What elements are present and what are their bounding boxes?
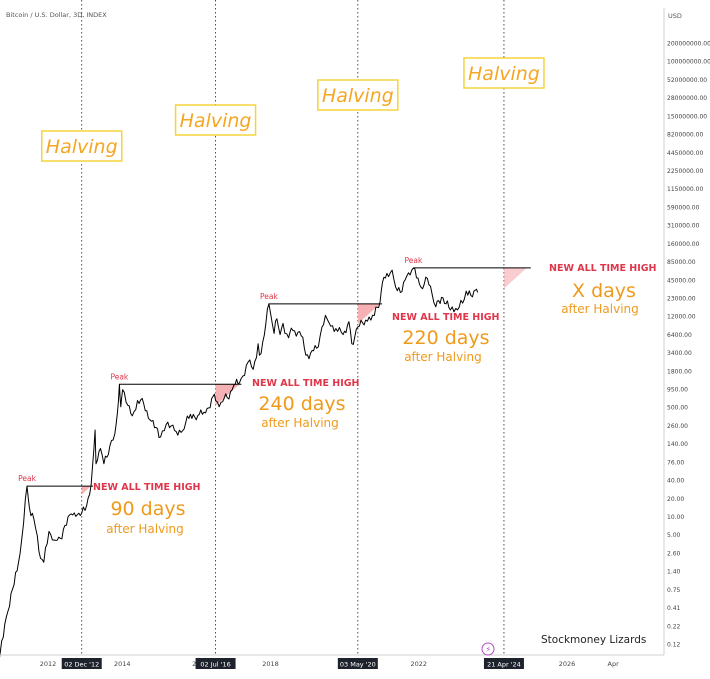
chart-title: Bitcoin / U.S. Dollar, 3D, INDEX [6, 11, 107, 19]
ath-suffix: after Halving [404, 350, 482, 364]
peak-label: Peak [110, 372, 128, 381]
y-tick-label: 76.00 [667, 459, 684, 466]
ath-fill [215, 384, 240, 406]
halving-date-label: 21 Apr '24 [487, 661, 521, 669]
y-axis: 200000000.00 100000000.00 52000000.00 28000… [663, 8, 710, 655]
y-tick-label: 2.60 [667, 550, 681, 557]
ath-days: 220 days [402, 327, 489, 349]
x-tick-label: 2022 [410, 660, 427, 668]
y-tick-label: 2250000.00 [667, 168, 703, 175]
x-tick-label: Apr [608, 660, 620, 668]
ath-fill-areas [81, 267, 527, 495]
y-tick-label: 28000000.00 [667, 95, 707, 102]
y-tick-label: 5.00 [667, 532, 681, 539]
ath-headline: NEW ALL TIME HIGH [549, 263, 657, 274]
svg-text:⚡: ⚡ [486, 645, 492, 654]
x-tick-label: 2026 [559, 660, 576, 668]
y-tick-label: 140.00 [667, 441, 688, 448]
halving-label: Halving [468, 63, 540, 85]
y-tick-label: 950.00 [667, 387, 688, 394]
halving-date-badge [61, 658, 102, 669]
x-tick-label: 2018 [262, 660, 279, 668]
y-tick-label: 200000000.00 [667, 41, 710, 48]
x-tick-label: 2014 [114, 660, 131, 668]
lightning-icon[interactable]: ⚡ [481, 642, 495, 656]
halving-date-label: 03 May '20 [340, 661, 376, 669]
halving-labels: Halving Halving Halving Halving [40, 57, 545, 162]
cycle-annotations: Peak NEW ALL TIME HIGH 90 days after Halvin… [18, 256, 656, 536]
peak-label: Peak [18, 474, 36, 483]
y-tick-label: 40.00 [667, 478, 684, 485]
halving-label: Halving [322, 85, 394, 107]
ath-days: 240 days [258, 393, 345, 415]
y-tick-label: 500.00 [667, 405, 688, 412]
halving-date-badge [337, 658, 378, 669]
ath-days: 90 days [110, 498, 185, 520]
y-tick-label: 85000.00 [667, 259, 696, 266]
halving-box [463, 57, 545, 89]
peak-label: Peak [260, 292, 278, 301]
halving-date-label: 02 Jul '16 [200, 661, 230, 669]
y-tick-label: 160000.00 [667, 241, 700, 248]
y-tick-label: 10.00 [667, 514, 684, 521]
ath-fill [357, 303, 381, 324]
y-tick-label: 0.75 [667, 587, 681, 594]
price-series [0, 267, 479, 658]
halving-label: Halving [180, 110, 252, 132]
halving-label: Halving [46, 136, 118, 158]
halving-box [40, 130, 123, 162]
y-tick-label: 6400.00 [667, 332, 692, 339]
currency-label: USD [668, 12, 682, 20]
y-tick-label: 100000000.00 [667, 59, 710, 66]
y-tick-label: 23000.00 [667, 295, 696, 302]
y-tick-label: 0.22 [667, 623, 681, 630]
ath-headline: NEW ALL TIME HIGH [93, 482, 201, 493]
y-tick-label: 45000.00 [667, 277, 696, 284]
ath-fill [503, 267, 527, 289]
halving-date-label: 02 Dec '12 [64, 661, 99, 669]
halving-box [317, 79, 399, 111]
y-tick-label: 0.41 [667, 605, 681, 612]
halving-date-badge [483, 658, 524, 669]
y-tick-label: 0.12 [667, 642, 681, 649]
ath-days: X days [572, 280, 636, 302]
y-tick-label: 52000000.00 [667, 77, 707, 84]
ath-suffix: after Halving [261, 416, 339, 430]
y-tick-label: 590000.00 [667, 204, 700, 211]
peak-label: Peak [405, 256, 423, 265]
y-tick-label: 310000.00 [667, 223, 700, 230]
y-tick-label: 1150000.00 [667, 186, 703, 193]
ath-headline: NEW ALL TIME HIGH [252, 378, 360, 389]
watermark: Stockmoney Lizards [541, 634, 646, 646]
ath-suffix: after Halving [106, 522, 184, 536]
ath-headline: NEW ALL TIME HIGH [392, 312, 500, 323]
y-tick-label: 1800.00 [667, 368, 692, 375]
y-tick-label: 12000.00 [667, 314, 696, 321]
y-tick-label: 8200000.00 [667, 132, 703, 139]
y-tick-label: 1.40 [667, 569, 681, 576]
ath-fill [81, 486, 92, 495]
halving-date-badge [195, 658, 236, 669]
y-tick-label: 260.00 [667, 423, 688, 430]
y-tick-label: 3400.00 [667, 350, 692, 357]
y-tick-label: 4450000.00 [667, 150, 703, 157]
y-tick-label: 20.00 [667, 496, 684, 503]
x-tick-label: 2012 [40, 660, 57, 668]
halving-box [174, 104, 257, 136]
y-tick-label: 15000000.00 [667, 113, 707, 120]
ath-suffix: after Halving [561, 302, 639, 316]
price-line [0, 267, 479, 658]
